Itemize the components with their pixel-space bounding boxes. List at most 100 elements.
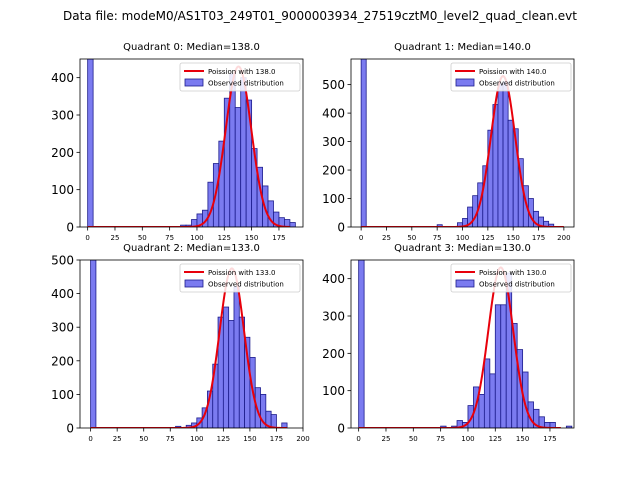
x-tick-label: 100 — [456, 234, 469, 242]
histogram-bar — [270, 414, 277, 428]
axes-frame — [79, 58, 304, 228]
x-tick-label: 75 — [166, 435, 175, 443]
histogram-bar — [222, 306, 230, 428]
histogram-bar — [497, 82, 504, 227]
quadrant-2-plot: Quadrant 2: Median=133.0 0 25 50 75 100 125 150… — [51, 243, 310, 443]
y-tick-label: 400 — [322, 272, 345, 286]
histogram-bar — [522, 371, 529, 428]
x-tick-label: 150 — [245, 234, 258, 242]
x-tick-label: 200 — [296, 435, 309, 443]
legend-box — [450, 62, 572, 92]
y-tick-label: 100 — [322, 192, 345, 206]
x-tick-label: 75 — [436, 435, 445, 443]
plot-title: Quadrant 2: Median=133.0 — [123, 243, 260, 254]
histogram-bar — [500, 304, 507, 428]
histogram-bar — [494, 304, 502, 428]
histogram-bar — [483, 358, 491, 428]
legend-box — [179, 263, 301, 293]
x-tick-label: 0 — [356, 435, 360, 443]
x-tick-label: 125 — [481, 234, 494, 242]
y-tick-label: 400 — [51, 71, 74, 85]
x-tick-label: 125 — [217, 435, 230, 443]
y-tick-label: 200 — [51, 354, 74, 368]
y-tick-label: 0 — [337, 221, 345, 235]
axes-frame — [350, 259, 575, 429]
histogram-bar — [228, 320, 235, 428]
y-tick-label: 200 — [322, 347, 345, 361]
histogram-bar — [240, 77, 247, 227]
legend-label-poisson: Poission with 138.0 — [208, 68, 276, 76]
legend-label-observed: Observed distribution — [479, 281, 555, 289]
y-tick-label: 0 — [337, 422, 345, 436]
histogram-bar — [233, 286, 240, 428]
x-tick-label: 100 — [190, 435, 203, 443]
y-tick-label: 100 — [51, 388, 74, 402]
poisson-fit-line — [361, 75, 564, 227]
x-tick-label: 75 — [433, 234, 442, 242]
x-tick-label: 25 — [382, 435, 391, 443]
figure-title: Data file: modeM0/AS1T03_249T01_90000039… — [63, 9, 577, 23]
legend-bar-swatch — [184, 78, 204, 87]
legend-box — [450, 263, 572, 293]
histogram-bar — [87, 59, 94, 227]
x-tick-label: 25 — [382, 234, 391, 242]
y-tick-label: 300 — [322, 135, 345, 149]
y-tick-label: 500 — [322, 78, 345, 92]
x-tick-label: 75 — [165, 234, 174, 242]
y-tick-label: 0 — [66, 221, 74, 235]
histogram-bar — [234, 107, 242, 227]
x-tick-label: 100 — [190, 234, 203, 242]
x-tick-label: 150 — [506, 234, 519, 242]
histogram-bar — [360, 59, 367, 227]
legend-label-observed: Observed distribution — [208, 80, 284, 88]
legend: Poission with 140.0 Observed distribution — [450, 62, 572, 92]
x-tick-label: 25 — [113, 435, 122, 443]
legend-box — [179, 62, 301, 92]
x-tick-label: 50 — [409, 435, 418, 443]
x-tick-label: 175 — [543, 435, 556, 443]
x-tick-label: 0 — [88, 435, 92, 443]
legend-bar-swatch — [455, 78, 475, 87]
x-tick-label: 175 — [272, 234, 285, 242]
histogram-bar — [289, 222, 296, 227]
histogram-bar — [507, 119, 514, 227]
legend: Poission with 133.0 Observed distribution — [179, 263, 301, 293]
y-tick-label: 500 — [51, 254, 74, 268]
legend: Poission with 138.0 Observed distribution — [179, 62, 301, 92]
plot-title: Quadrant 1: Median=140.0 — [394, 42, 531, 53]
legend-label-poisson: Poission with 140.0 — [479, 68, 547, 76]
x-tick-label: 175 — [270, 435, 283, 443]
x-tick-label: 125 — [489, 435, 502, 443]
legend-bar-swatch — [455, 279, 475, 288]
x-tick-label: 50 — [139, 435, 148, 443]
quadrant-3-plot: Quadrant 3: Median=130.0 0 25 50 75 100 125 150… — [322, 243, 575, 443]
y-tick-label: 400 — [322, 107, 345, 121]
histogram-bar — [90, 260, 97, 428]
histogram-bar — [502, 81, 509, 227]
histogram-bar — [358, 260, 365, 428]
y-tick-label: 200 — [51, 146, 74, 160]
y-tick-label: 300 — [322, 310, 345, 324]
legend-label-observed: Observed distribution — [208, 281, 284, 289]
x-tick-label: 0 — [85, 234, 89, 242]
histogram-bar — [478, 393, 485, 428]
legend-label-observed: Observed distribution — [479, 80, 555, 88]
x-tick-label: 175 — [532, 234, 545, 242]
y-tick-label: 100 — [51, 183, 74, 197]
x-tick-label: 100 — [461, 435, 474, 443]
x-tick-label: 50 — [407, 234, 416, 242]
x-tick-label: 150 — [516, 435, 529, 443]
y-tick-label: 300 — [51, 109, 74, 123]
plot-title: Quadrant 3: Median=130.0 — [394, 243, 531, 254]
y-tick-label: 100 — [322, 384, 345, 398]
y-tick-label: 400 — [51, 287, 74, 301]
legend-label-poisson: Poission with 133.0 — [208, 269, 276, 277]
legend: Poission with 130.0 Observed distribution — [450, 263, 572, 293]
legend-label-poisson: Poission with 130.0 — [479, 269, 547, 277]
x-tick-label: 200 — [557, 234, 570, 242]
histogram-bar — [489, 373, 496, 428]
quadrant-0-plot: Quadrant 0: Median=138.0 0 25 50 75 100 125 150… — [51, 42, 304, 242]
x-tick-label: 125 — [218, 234, 231, 242]
x-tick-label: 0 — [359, 234, 363, 242]
